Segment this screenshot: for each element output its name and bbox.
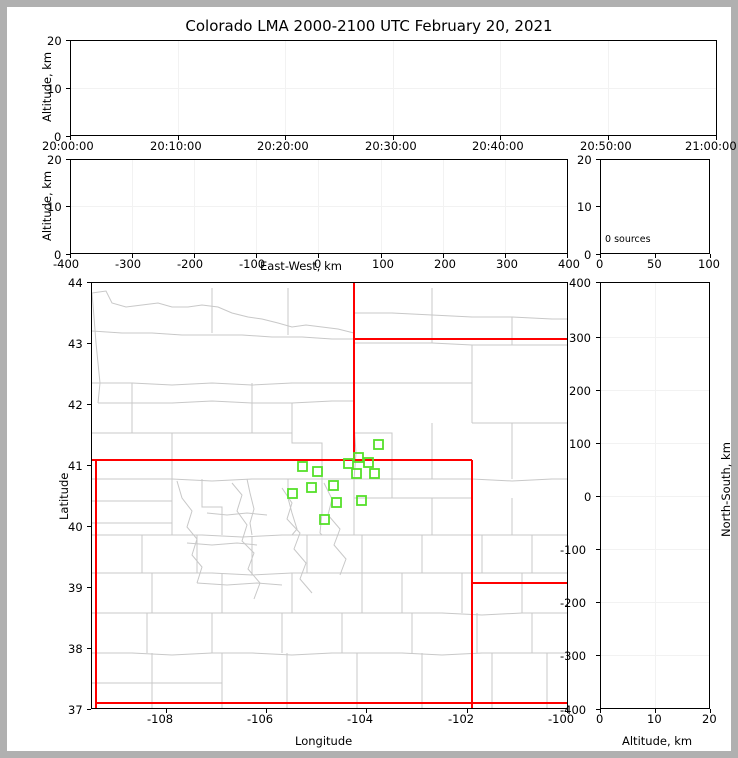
p2-xtick-6: 200 — [434, 257, 456, 271]
p1-xtick-4: 20:40:00 — [472, 139, 524, 153]
p2-xtick-5: 100 — [372, 257, 394, 271]
p5-xtick-10: 10 — [647, 712, 662, 726]
map-ytick-40: 40 — [68, 520, 83, 534]
p1-xtick-1: 20:10:00 — [150, 139, 202, 153]
p5-ylabel: North-South, km — [719, 442, 733, 537]
map-xtick-102: -102 — [448, 712, 475, 726]
p1-xtick-6: 21:00:00 — [685, 139, 737, 153]
p5-ytick-0: 0 — [584, 490, 592, 504]
map-ytick-41: 41 — [68, 459, 83, 473]
map-xlabel: Longitude — [295, 734, 353, 748]
p5-ytick-100n: -100 — [560, 543, 587, 557]
p3-xtick-0: 0 — [596, 257, 604, 271]
p5-ytick-400n: -400 — [560, 703, 587, 717]
p2-xlabel: East-West, km — [260, 259, 342, 273]
p1-ytick-10: 10 — [47, 82, 62, 96]
p3-ytick-0: 0 — [584, 248, 592, 262]
p2-xtick-2: -200 — [177, 257, 204, 271]
p1-xtick-3: 20:30:00 — [365, 139, 417, 153]
source-count-annotation: 0 sources — [605, 234, 651, 245]
map-xtick-100: -100 — [548, 712, 575, 726]
map-xtick-104: -104 — [347, 712, 374, 726]
p5-ytick-400p: 400 — [569, 276, 591, 290]
panel-map — [91, 282, 568, 709]
p5-ytick-300p: 300 — [569, 331, 591, 345]
p5-ytick-200p: 200 — [569, 384, 591, 398]
map-ytick-38: 38 — [68, 642, 83, 656]
p5-xtick-20: 20 — [702, 712, 717, 726]
panel-source-histogram — [600, 159, 710, 254]
p2-ytick-10: 10 — [47, 200, 62, 214]
p1-ytick-20: 20 — [47, 34, 62, 48]
p2-xtick-4: 0 — [314, 257, 322, 271]
map-geometry — [92, 283, 567, 708]
map-ytick-39: 39 — [68, 581, 83, 595]
p5-ytick-100p: 100 — [569, 437, 591, 451]
p2-ytick-0: 0 — [54, 248, 62, 262]
p1-ylabel: Altitude, km — [40, 51, 54, 122]
p2-xtick-7: 300 — [496, 257, 518, 271]
p1-xtick-2: 20:20:00 — [257, 139, 309, 153]
p2-ytick-20: 20 — [47, 153, 62, 167]
map-xtick-106: -106 — [247, 712, 274, 726]
p1-xtick-0: 20:00:00 — [42, 139, 94, 153]
p5-xlabel: Altitude, km — [622, 734, 693, 748]
p5-xtick-0: 0 — [596, 712, 604, 726]
p1-xtick-5: 20:50:00 — [580, 139, 632, 153]
p3-xtick-50: 50 — [647, 257, 662, 271]
p2-xtick-0: -400 — [53, 257, 80, 271]
p3-xtick-100: 100 — [698, 257, 720, 271]
p2-xtick-1: -300 — [115, 257, 142, 271]
map-ytick-43: 43 — [68, 337, 83, 351]
map-ytick-44: 44 — [68, 276, 83, 290]
map-ytick-42: 42 — [68, 398, 83, 412]
map-ytick-37: 37 — [68, 703, 83, 717]
figure-canvas: Colorado LMA 2000-2100 UTC February 20, … — [7, 7, 737, 751]
p3-ytick-10: 10 — [577, 200, 592, 214]
map-xtick-108: -108 — [147, 712, 174, 726]
p1-ytick-0: 0 — [54, 130, 62, 144]
p2-xtick-3: -100 — [239, 257, 266, 271]
p5-ytick-200n: -200 — [560, 596, 587, 610]
p3-ytick-20: 20 — [577, 153, 592, 167]
map-ylabel: Latitude — [57, 472, 71, 520]
p2-ylabel: Altitude, km — [40, 170, 54, 241]
p2-xtick-8: 400 — [558, 257, 580, 271]
page-title: Colorado LMA 2000-2100 UTC February 20, … — [185, 17, 553, 35]
lma-station-markers — [287, 439, 384, 525]
p5-ytick-300n: -300 — [560, 649, 587, 663]
